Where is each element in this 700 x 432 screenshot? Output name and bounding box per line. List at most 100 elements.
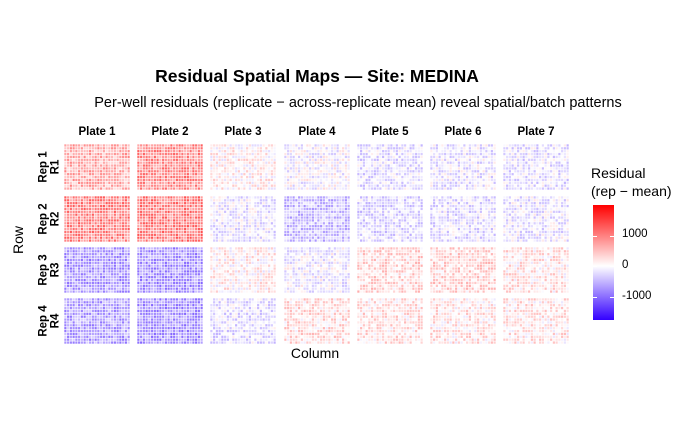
well-cell <box>376 239 379 242</box>
well-cell <box>237 164 240 167</box>
well-cell <box>561 144 564 147</box>
well-cell <box>314 230 317 234</box>
well-cell <box>268 213 271 216</box>
well-cell <box>91 210 94 213</box>
well-cell <box>360 233 363 236</box>
well-cell <box>111 236 114 239</box>
well-cell <box>270 216 273 219</box>
well-cell <box>148 152 151 156</box>
well-cell <box>287 150 290 153</box>
well-cell <box>254 170 257 173</box>
well-cell <box>186 227 189 231</box>
well-cell <box>67 178 70 182</box>
well-cell <box>67 239 70 242</box>
well-cell <box>268 199 271 202</box>
well-cell <box>398 230 401 234</box>
well-cell <box>365 155 368 159</box>
well-cell <box>404 216 407 219</box>
well-cell <box>333 216 336 219</box>
well-cell <box>237 207 240 211</box>
well-cell <box>195 170 198 173</box>
well-cell <box>210 207 213 211</box>
well-cell <box>78 239 81 242</box>
well-cell <box>127 161 130 164</box>
well-cell <box>113 239 116 242</box>
well-cell <box>373 164 376 167</box>
well-cell <box>536 181 539 184</box>
well-cell <box>409 167 412 170</box>
well-cell <box>387 173 390 176</box>
well-cell <box>257 187 260 190</box>
well-cell <box>178 239 181 242</box>
well-cell <box>97 196 100 199</box>
well-cell <box>122 170 125 173</box>
well-cell <box>105 173 108 176</box>
well-cell <box>100 184 103 187</box>
well-cell <box>525 155 528 159</box>
well-cell <box>80 207 83 211</box>
well-cell <box>124 239 127 242</box>
well-cell <box>533 164 536 167</box>
well-cell <box>441 225 444 228</box>
well-cell <box>463 225 466 228</box>
well-cell <box>362 164 365 167</box>
well-cell <box>200 225 203 228</box>
well-cell <box>229 196 232 199</box>
well-cell <box>192 230 195 234</box>
well-cell <box>91 187 94 190</box>
well-cell <box>339 239 342 242</box>
well-cell <box>142 175 145 179</box>
well-cell <box>444 202 447 205</box>
panel-background <box>357 144 423 190</box>
well-cell <box>200 202 203 205</box>
well-cell <box>438 227 441 231</box>
well-cell <box>325 178 328 182</box>
well-cell <box>393 181 396 184</box>
well-cell <box>254 210 257 213</box>
well-cell <box>178 181 181 184</box>
well-cell <box>306 181 309 184</box>
well-cell <box>178 158 181 161</box>
well-cell <box>178 236 181 239</box>
panel-background <box>430 144 496 190</box>
well-cell <box>184 233 187 236</box>
well-cell <box>493 196 496 199</box>
well-cell <box>273 155 276 159</box>
well-cell <box>387 219 390 222</box>
well-cell <box>563 144 566 147</box>
well-cell <box>362 236 365 239</box>
well-cell <box>311 236 314 239</box>
well-cell <box>153 187 156 190</box>
well-cell <box>243 184 246 187</box>
well-cell <box>173 158 176 161</box>
well-cell <box>97 152 100 156</box>
well-cell <box>306 187 309 190</box>
well-cell <box>186 199 189 202</box>
well-cell <box>218 213 221 216</box>
well-cell <box>452 173 455 176</box>
well-cell <box>333 213 336 216</box>
well-cell <box>309 216 312 219</box>
well-cell <box>360 167 363 170</box>
well-cell <box>460 173 463 176</box>
well-cell <box>248 196 251 199</box>
well-cell <box>64 199 67 202</box>
well-cell <box>124 178 127 182</box>
well-cell <box>379 164 382 167</box>
well-cell <box>344 227 347 231</box>
well-cell <box>438 147 441 150</box>
well-cell <box>197 196 200 199</box>
well-cell <box>300 196 303 199</box>
well-cell <box>474 170 477 173</box>
well-cell <box>446 227 449 231</box>
well-cell <box>393 222 396 225</box>
well-cell <box>145 152 148 156</box>
well-cell <box>320 216 323 219</box>
well-cell <box>292 158 295 161</box>
well-cell <box>235 239 238 242</box>
well-cell <box>455 233 458 236</box>
well-cell <box>284 178 287 182</box>
well-cell <box>292 173 295 176</box>
well-cell <box>195 167 198 170</box>
well-cell <box>273 233 276 236</box>
